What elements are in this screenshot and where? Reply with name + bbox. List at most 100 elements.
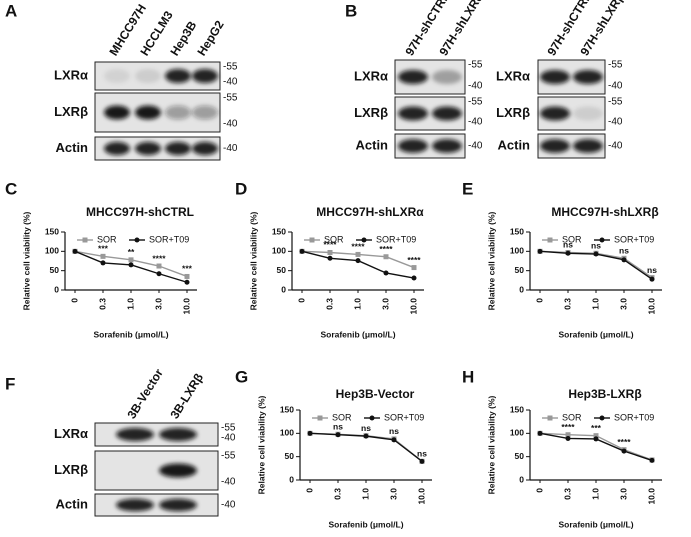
mw-marker: -40 <box>223 119 238 130</box>
x-tick-label: 0.3 <box>324 298 334 310</box>
band <box>540 70 570 84</box>
significance: ns <box>647 265 657 275</box>
point <box>565 435 571 441</box>
mw-marker: -55 <box>468 60 483 71</box>
significance: ns <box>389 426 399 436</box>
band <box>540 106 570 121</box>
panel-label: C <box>5 179 17 198</box>
mw-marker: -40 <box>468 141 483 152</box>
point <box>128 262 134 268</box>
point <box>355 251 361 257</box>
mw-marker: -40 <box>221 477 236 488</box>
legend-label: SOR+T09 <box>384 412 424 422</box>
row-label: LXRα <box>354 68 388 83</box>
row-label: Actin <box>56 140 89 155</box>
significance: ns <box>591 241 601 251</box>
point <box>327 255 333 261</box>
significance: **** <box>561 422 575 432</box>
x-tick-label: 3.0 <box>388 488 398 500</box>
band <box>432 139 462 153</box>
x-tick-label: 10.0 <box>416 488 426 505</box>
x-tick-label: 0.3 <box>97 298 107 310</box>
legend-label: SOR+T09 <box>376 234 416 244</box>
point <box>565 250 571 256</box>
panel-label: H <box>462 367 474 386</box>
legend-label: SOR <box>97 234 117 244</box>
point <box>411 265 417 271</box>
mw-marker: -40 <box>608 141 623 152</box>
significance: **** <box>323 240 337 250</box>
point <box>593 251 599 257</box>
point <box>383 254 389 260</box>
x-tick-label: 0 <box>304 488 314 493</box>
mw-marker: -55 <box>608 60 623 71</box>
mw-marker: -55 <box>223 62 238 73</box>
y-tick-label: 50 <box>50 265 60 275</box>
mw-marker: -55 <box>223 93 238 104</box>
band <box>432 70 462 84</box>
x-tick-label: 1.0 <box>590 298 600 310</box>
blot-box <box>94 450 219 491</box>
point <box>593 436 599 442</box>
y-tick-label: 150 <box>280 404 294 414</box>
row-label: LXRβ <box>496 105 530 120</box>
legend-marker <box>599 237 605 243</box>
row-label: Actin <box>56 496 89 511</box>
significance: **** <box>152 253 166 263</box>
blot-box <box>94 493 219 517</box>
point <box>649 276 655 282</box>
x-tick-label: 1.0 <box>590 488 600 500</box>
blot-box <box>94 422 219 447</box>
y-tick-label: 50 <box>515 451 525 461</box>
y-tick-label: 100 <box>280 428 294 438</box>
x-tick-label: 10.0 <box>181 298 191 315</box>
mw-marker: -40 <box>468 81 483 92</box>
point <box>335 432 341 438</box>
point <box>565 432 571 438</box>
x-tick-label: 3.0 <box>618 298 628 310</box>
row-label: LXRα <box>54 426 88 441</box>
y-tick-label: 0 <box>519 284 524 294</box>
x-tick-label: 3.0 <box>380 298 390 310</box>
lane-label: HepG2 <box>194 18 227 58</box>
band <box>159 498 197 512</box>
mw-marker: -40 <box>223 77 238 88</box>
point <box>128 257 134 263</box>
band <box>135 105 161 120</box>
x-axis-label: Sorafenib (μmol/L) <box>93 329 168 339</box>
point <box>593 433 599 439</box>
panel-label: A <box>5 1 17 20</box>
row-label: LXRβ <box>54 462 88 477</box>
y-tick-label: 50 <box>277 265 287 275</box>
legend-label: SOR <box>332 412 352 422</box>
x-tick-label: 0.3 <box>562 298 572 310</box>
panel-label: E <box>462 179 473 198</box>
lane-label: Hep3B <box>167 18 199 58</box>
chart-title: MHCC97H-shLXRα <box>316 205 424 219</box>
y-tick-label: 50 <box>285 451 295 461</box>
band <box>432 106 462 121</box>
significance: **** <box>617 437 631 447</box>
x-tick-label: 0.3 <box>562 488 572 500</box>
panel-label: G <box>235 367 248 386</box>
x-tick-label: 3.0 <box>618 488 628 500</box>
point <box>383 270 389 276</box>
y-tick-label: 0 <box>289 474 294 484</box>
legend-marker <box>134 237 140 243</box>
band <box>116 427 154 442</box>
band <box>573 106 603 121</box>
legend-label: SOR+T09 <box>149 234 189 244</box>
band <box>159 427 197 442</box>
band <box>104 69 130 83</box>
legend-marker <box>361 237 367 243</box>
x-tick-label: 3.0 <box>153 298 163 310</box>
point <box>649 457 655 463</box>
panel-label: B <box>345 1 357 20</box>
band <box>165 105 191 120</box>
band <box>165 69 191 83</box>
mw-marker: -40 <box>221 433 236 444</box>
band <box>116 498 154 512</box>
band <box>398 139 428 153</box>
point <box>537 430 543 436</box>
